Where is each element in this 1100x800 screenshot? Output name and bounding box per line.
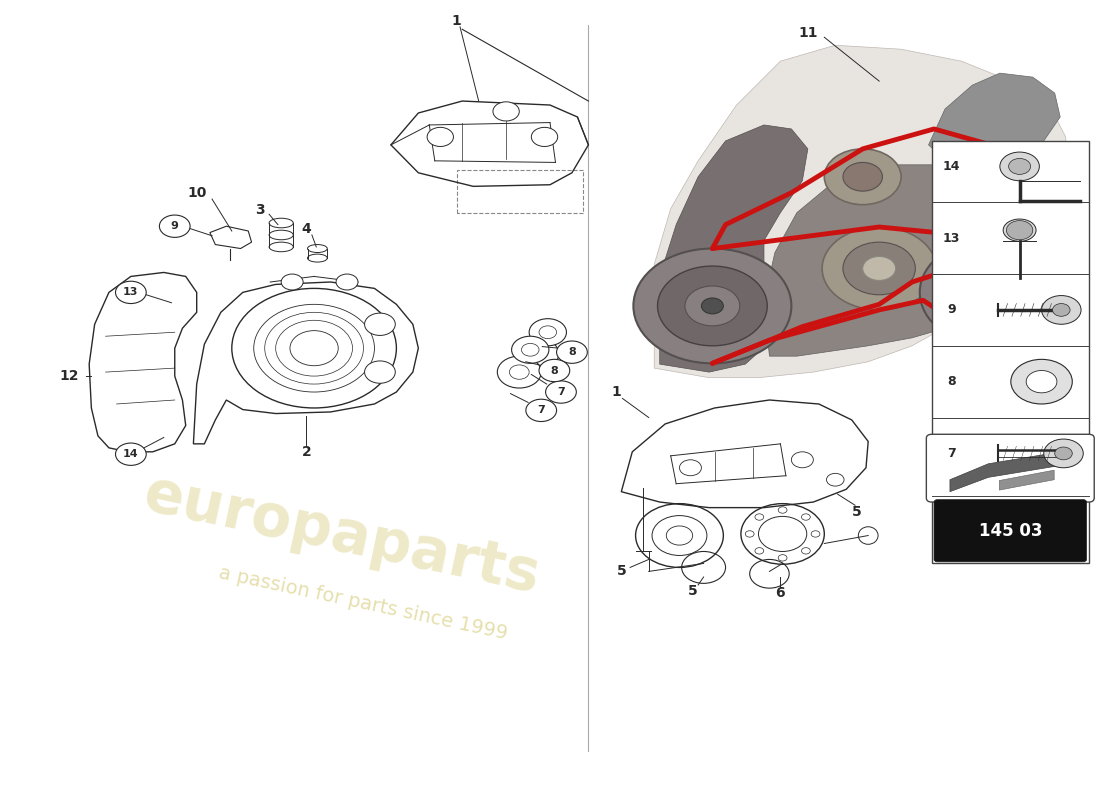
Text: 10: 10	[187, 186, 207, 200]
Text: 3: 3	[255, 203, 265, 218]
Text: 1: 1	[610, 385, 620, 399]
Text: europaparts: europaparts	[139, 466, 544, 606]
Text: 4: 4	[301, 222, 311, 235]
Text: 5: 5	[616, 565, 626, 578]
Circle shape	[336, 274, 358, 290]
Circle shape	[1055, 447, 1072, 460]
Text: 9: 9	[947, 303, 956, 317]
Circle shape	[1011, 359, 1072, 404]
Circle shape	[364, 313, 395, 335]
Circle shape	[515, 338, 559, 370]
Polygon shape	[764, 165, 1020, 356]
Text: 7: 7	[947, 447, 956, 460]
Circle shape	[939, 253, 1049, 332]
Text: 5: 5	[688, 584, 697, 598]
Circle shape	[539, 359, 570, 382]
Circle shape	[843, 242, 915, 294]
Circle shape	[497, 356, 541, 388]
Circle shape	[791, 452, 813, 468]
Text: 9: 9	[170, 222, 178, 231]
Polygon shape	[654, 46, 1068, 378]
Text: 5: 5	[852, 505, 862, 518]
Text: 11: 11	[799, 26, 817, 40]
Polygon shape	[950, 450, 1070, 492]
FancyBboxPatch shape	[932, 141, 1089, 563]
Circle shape	[1053, 303, 1070, 316]
FancyBboxPatch shape	[926, 434, 1094, 502]
Circle shape	[529, 318, 566, 346]
Circle shape	[658, 266, 768, 346]
Text: 14: 14	[943, 160, 960, 173]
Circle shape	[427, 127, 453, 146]
Circle shape	[1000, 152, 1040, 181]
Circle shape	[826, 474, 844, 486]
Circle shape	[493, 102, 519, 121]
Circle shape	[824, 149, 901, 205]
Circle shape	[702, 298, 724, 314]
Polygon shape	[928, 73, 1060, 167]
Circle shape	[822, 227, 936, 310]
Circle shape	[1006, 221, 1033, 240]
Circle shape	[282, 274, 304, 290]
Circle shape	[843, 162, 882, 191]
Polygon shape	[660, 125, 807, 372]
Text: 14: 14	[123, 450, 139, 459]
Circle shape	[980, 150, 1042, 195]
Text: 13: 13	[123, 287, 139, 298]
Text: 6: 6	[776, 586, 785, 600]
Circle shape	[634, 249, 791, 363]
Circle shape	[1026, 370, 1057, 393]
Text: 13: 13	[943, 232, 960, 245]
Text: 2: 2	[301, 445, 311, 459]
Circle shape	[531, 127, 558, 146]
Circle shape	[526, 399, 557, 422]
Polygon shape	[999, 470, 1054, 490]
Circle shape	[680, 460, 702, 476]
Text: 8: 8	[568, 347, 575, 357]
Circle shape	[981, 283, 1008, 302]
Text: 8: 8	[550, 366, 559, 375]
Text: 7: 7	[557, 387, 564, 397]
Circle shape	[1042, 295, 1081, 324]
Text: 1: 1	[452, 14, 462, 28]
Circle shape	[862, 257, 895, 281]
Circle shape	[546, 381, 576, 403]
Circle shape	[364, 361, 395, 383]
Circle shape	[994, 161, 1027, 185]
Text: 145 03: 145 03	[979, 522, 1042, 540]
Circle shape	[160, 215, 190, 238]
Text: 7: 7	[537, 406, 546, 415]
Circle shape	[1009, 158, 1031, 174]
Text: 12: 12	[59, 369, 79, 383]
FancyBboxPatch shape	[934, 500, 1087, 562]
Circle shape	[1044, 439, 1084, 468]
Circle shape	[920, 238, 1069, 346]
Circle shape	[685, 286, 740, 326]
Circle shape	[512, 336, 549, 363]
Ellipse shape	[1003, 219, 1036, 242]
Circle shape	[116, 443, 146, 466]
Text: 8: 8	[947, 375, 956, 388]
Circle shape	[116, 282, 146, 303]
Text: a passion for parts since 1999: a passion for parts since 1999	[218, 563, 509, 643]
Circle shape	[557, 341, 587, 363]
